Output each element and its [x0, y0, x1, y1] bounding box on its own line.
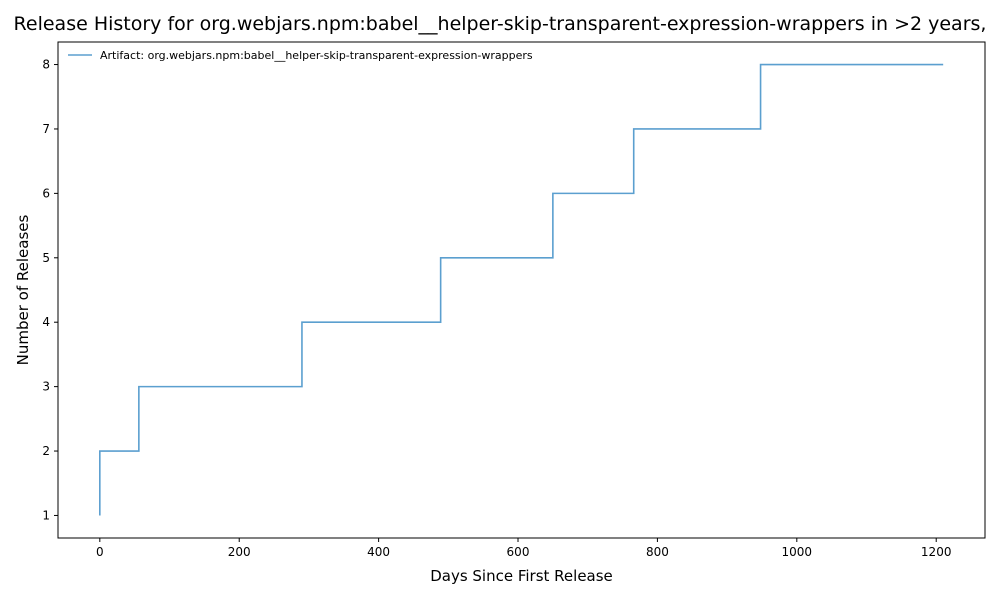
y-tick-label: 5: [42, 251, 50, 265]
y-tick-label: 7: [42, 122, 50, 136]
legend: Artifact: org.webjars.npm:babel__helper-…: [68, 49, 533, 62]
x-tick-label: 0: [96, 545, 104, 559]
y-tick-label: 1: [42, 508, 50, 522]
plot-area-frame: [57, 41, 986, 539]
y-axis-title: Number of Releases: [14, 214, 32, 365]
y-tick-label: 2: [42, 444, 50, 458]
x-tick-label: 200: [228, 545, 251, 559]
x-tick-label: 1200: [921, 545, 952, 559]
legend-label: Artifact: org.webjars.npm:babel__helper-…: [100, 49, 533, 62]
series-layer: [99, 63, 944, 516]
chart-title: Release History for org.webjars.npm:babe…: [14, 13, 987, 35]
y-tick-label: 4: [42, 315, 50, 329]
y-tick-label: 8: [42, 58, 50, 72]
x-tick-label: 600: [507, 545, 530, 559]
x-axis-ticks: 0 200 400 600 800 1000 1200: [96, 538, 951, 559]
x-axis-title: Days Since First Release: [430, 567, 613, 585]
release-step-line: [99, 63, 944, 516]
y-axis-ticks: 1 2 3 4 5 6 7 8: [42, 58, 58, 522]
x-tick-label: 800: [646, 545, 669, 559]
y-tick-label: 6: [42, 186, 50, 200]
y-tick-label: 3: [42, 380, 50, 394]
x-tick-label: 1000: [782, 545, 813, 559]
x-tick-label: 400: [367, 545, 390, 559]
